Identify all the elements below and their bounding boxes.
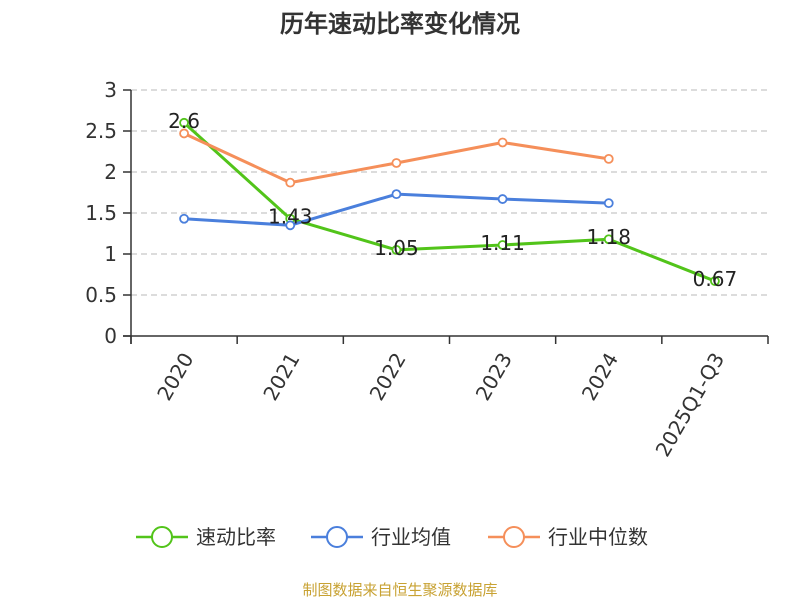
axes [123,90,768,344]
data-labels: 2.6 1.43 1.05 1.11 1.18 0.67 [168,109,737,291]
legend[interactable]: 速动比率 行业均值 行业中位数 [136,525,648,549]
x-axis-ticks: 2020 2021 2022 2023 2024 2025Q1-Q3 [130,336,769,461]
data-label: 1.18 [586,225,631,249]
data-point [497,240,508,250]
data-point [497,137,508,148]
y-tick-label: 1 [104,242,117,266]
data-point [179,117,189,128]
y-tick-label: 2 [104,160,117,184]
data-point [603,234,614,245]
x-tick-label: 2020 [152,349,198,405]
chart-title: 历年速动比率变化情况 [280,10,520,38]
source-note: 制图数据来自恒生聚源数据库 [302,581,497,599]
x-tick-label: 2021 [258,349,304,405]
series-group [179,117,720,286]
legend-item[interactable]: 速动比率 [136,525,276,549]
x-tick-label: 2025Q1-Q3 [651,349,730,461]
legend-marker [503,526,525,548]
data-label: 2.6 [168,109,200,133]
legend-label: 行业均值 [371,525,451,549]
data-label: 1.05 [374,236,419,260]
legend-label: 速动比率 [196,525,276,549]
data-point [603,153,614,164]
legend-item[interactable]: 行业均值 [311,525,451,549]
y-tick-label: 0.5 [85,283,117,307]
data-point [285,220,296,231]
grid-lines [131,89,768,296]
legend-marker [326,526,348,548]
y-tick-label: 1.5 [85,201,117,225]
data-point [179,213,189,224]
x-tick-label: 2024 [577,349,623,405]
y-tick-label: 2.5 [85,119,117,143]
x-tick-label: 2022 [365,349,411,405]
series-line [183,132,609,185]
data-point [603,198,614,209]
y-tick-label: 3 [104,78,117,102]
legend-marker [151,526,173,548]
data-point [391,189,402,200]
y-axis-ticks: 0 0.5 1 1.5 2 2.5 3 [85,78,131,348]
data-label: 0.67 [693,267,738,291]
data-point [391,158,402,168]
y-tick-label: 0 [104,324,117,348]
data-point [285,177,296,188]
legend-item[interactable]: 行业中位数 [488,525,648,549]
data-label: 1.11 [480,231,525,255]
series-line [183,121,716,283]
data-point [710,276,720,286]
data-label: 1.43 [268,205,313,229]
x-tick-label: 2023 [471,349,517,405]
legend-label: 行业中位数 [548,525,648,549]
data-point [179,128,189,139]
data-point [391,244,402,255]
data-point [497,194,508,204]
